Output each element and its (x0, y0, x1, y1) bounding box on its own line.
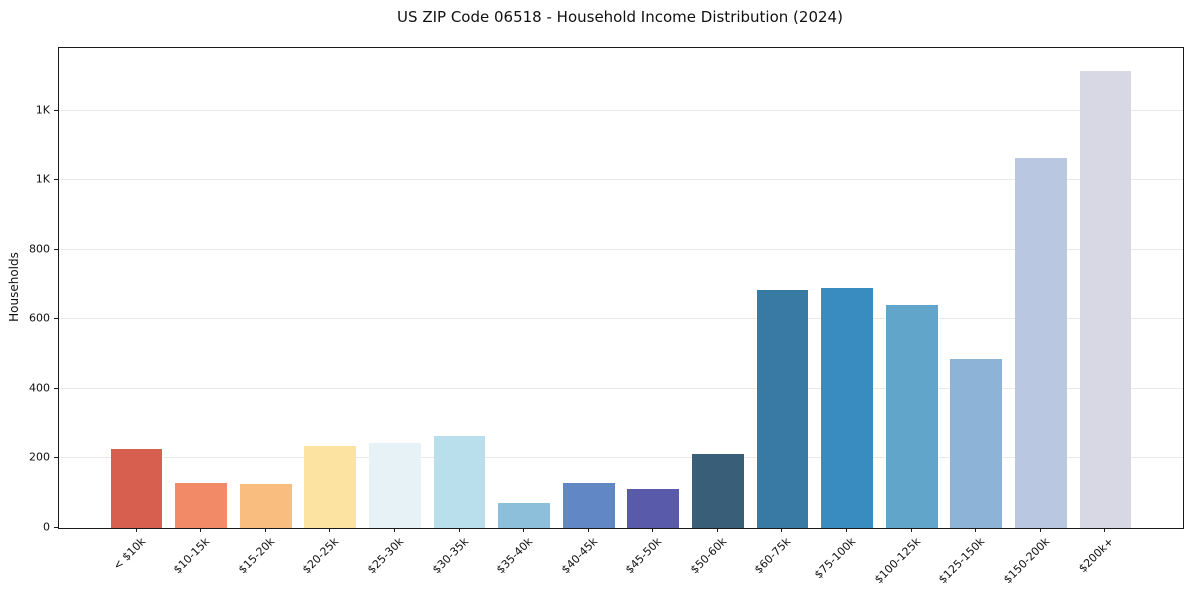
bar-200k (1079, 71, 1132, 528)
x-tick-label: $50-60k (687, 535, 730, 577)
gridline-1200 (59, 109, 1183, 111)
x-tick-mark (652, 528, 654, 532)
chart-title: US ZIP Code 06518 - Household Income Dis… (397, 8, 843, 26)
bar-30-35k (433, 435, 486, 528)
gridline-200 (59, 457, 1183, 459)
bar-45-50k (627, 489, 680, 528)
x-tick-mark (1104, 528, 1106, 532)
x-tick-label: $75-100k (812, 535, 859, 582)
x-tick-mark (910, 528, 912, 532)
y-tick-mark (54, 387, 58, 389)
bar-75-100k (821, 287, 873, 528)
x-tick-label: $10-15k (171, 535, 213, 577)
bar-10-15k (175, 483, 227, 528)
x-tick-mark (329, 528, 331, 532)
bar-40-45k (562, 483, 615, 528)
gridline-1000 (59, 179, 1183, 181)
y-tick-label: 800 (29, 242, 50, 256)
gridline-600 (59, 318, 1183, 320)
x-tick-label: $15-20k (235, 535, 277, 577)
y-tick-mark (54, 179, 58, 181)
gridline-800 (59, 248, 1183, 250)
y-tick-label: 200 (29, 450, 50, 464)
x-tick-label: $200k+ (1076, 535, 1117, 576)
y-tick-label: 1K (35, 172, 50, 186)
bar-20-25k (304, 446, 357, 528)
bar-125-150k (950, 358, 1003, 528)
x-tick-mark (200, 528, 202, 532)
x-tick-label: < $10k (110, 535, 148, 573)
x-tick-label: $30-35k (429, 535, 471, 577)
plot-area (58, 47, 1184, 529)
x-tick-mark (846, 528, 848, 532)
x-tick-label: $60-75k (752, 535, 794, 577)
x-tick-mark (716, 528, 718, 532)
x-tick-label: $25-30k (364, 535, 407, 577)
x-tick-label: $40-45k (558, 535, 600, 577)
bar-60-75k (756, 289, 809, 528)
y-tick-label: 1K (35, 103, 50, 117)
y-tick-mark (54, 318, 58, 320)
bar-150-200k (1015, 157, 1067, 528)
x-tick-label: $100-125k (871, 535, 923, 587)
y-tick-label: 400 (29, 381, 50, 395)
bar-15-20k (239, 483, 292, 528)
x-tick-mark (264, 528, 266, 532)
bar-10k (110, 448, 163, 528)
x-tick-label: $20-25k (300, 535, 342, 577)
x-tick-mark (523, 528, 525, 532)
y-tick-label: 600 (29, 311, 50, 325)
y-tick-mark (54, 457, 58, 459)
y-tick-mark (54, 527, 58, 528)
y-tick-mark (54, 109, 58, 111)
x-tick-label: $45-50k (623, 535, 665, 577)
y-tick-label: 0 (43, 520, 50, 534)
x-tick-label: $150-200k (1000, 535, 1053, 587)
x-tick-mark (135, 528, 137, 532)
x-tick-mark (781, 528, 783, 532)
x-tick-mark (587, 528, 589, 532)
bar-100-125k (885, 304, 938, 528)
y-tick-mark (54, 248, 58, 250)
x-tick-mark (975, 528, 977, 532)
x-tick-mark (393, 528, 395, 532)
bar-25-30k (369, 443, 421, 528)
x-tick-mark (458, 528, 460, 532)
bar-35-40k (498, 502, 550, 528)
bar-50-60k (692, 453, 744, 528)
x-tick-mark (1039, 528, 1041, 532)
x-tick-label: $125-150k (936, 535, 988, 587)
x-tick-label: $35-40k (494, 535, 536, 577)
gridline-400 (59, 387, 1183, 389)
